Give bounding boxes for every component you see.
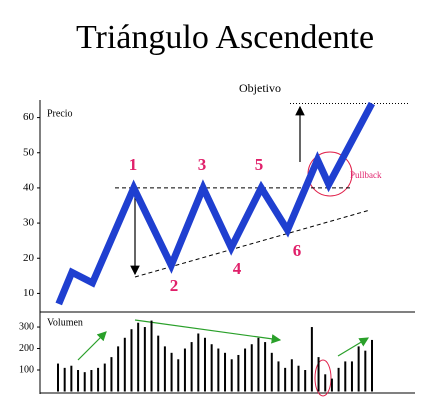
volume-bar [163,346,166,392]
volume-bar [330,378,333,392]
annotation: Objetivo [239,81,281,95]
volume-bar [237,354,240,392]
annotation: 4 [233,259,242,278]
arrow [134,319,282,344]
y-tick-label: 200 [19,343,34,354]
volume-bar [90,370,93,392]
volume-bar [270,352,273,392]
volume-bar [117,346,120,392]
volume-bar [224,352,227,392]
volume-bar [103,363,106,392]
volume-bar [183,348,186,392]
volume-bar [317,357,320,392]
volume-bar [123,337,126,392]
volume-bar [230,359,233,392]
volume-bar [137,322,140,392]
volume-bar [371,339,373,392]
volume-bar [297,365,300,392]
volume-bar [337,367,340,392]
y-tick-label: 30 [23,217,35,229]
annotation: 5 [255,155,264,174]
y-tick-label: 300 [19,321,34,332]
arrow [337,337,370,357]
volume-bar [70,365,73,392]
y-tick-label: 60 [23,111,35,123]
y-tick-label: 100 [19,364,34,375]
y-tick-label: 20 [23,252,35,264]
volume-bar [97,367,100,392]
volume-bar [197,333,200,392]
support-line [134,209,371,278]
volume-bar [177,359,180,392]
volume-bar [257,337,260,392]
volume-bar [157,335,160,392]
volume-circle [314,359,332,397]
annotation: 2 [170,276,179,295]
annotation: Pullback [350,170,382,180]
volume-bar [130,329,133,392]
volume-bar [304,370,307,392]
price-line [55,101,375,306]
y-tick-label: 50 [23,146,35,158]
y-tick-label: 10 [23,287,35,299]
volume-bar [277,361,280,392]
volume-bar [190,342,193,392]
volume-bar [210,344,213,392]
volume-bar [63,367,66,392]
y-axis-label: Volumen [47,317,83,328]
chart-title: Triángulo Ascendente [76,19,374,56]
volume-bar [344,361,347,392]
y-axis-label: Precio [47,108,73,119]
volume-bar [83,372,86,392]
volume-bar [203,337,206,392]
volume-bar [217,348,220,392]
volume-bar [284,367,287,392]
volume-bar [310,327,313,392]
annotation: 1 [129,155,138,174]
volume-bar [244,348,247,392]
volume-bar [110,357,113,392]
volume-bar [170,352,173,392]
annotation: 6 [293,241,302,260]
arrow [77,331,107,361]
volume-bar [324,374,327,392]
volume-bar [77,370,80,392]
volume-bar [357,346,360,392]
annotation: 3 [198,155,207,174]
volume-bar [350,361,353,392]
y-tick-label: 40 [23,181,35,193]
volume-bar [150,320,153,392]
volume-bar [264,342,267,392]
volume-bar [290,359,293,392]
volume-bar [57,363,59,392]
volume-bar [364,350,367,392]
volume-bar [143,327,146,392]
volume-bar [250,344,253,392]
